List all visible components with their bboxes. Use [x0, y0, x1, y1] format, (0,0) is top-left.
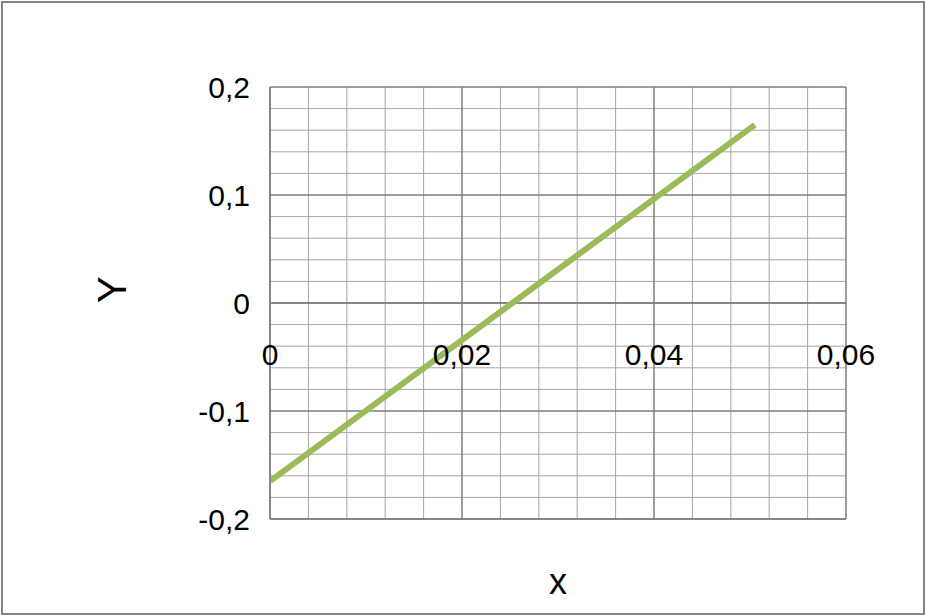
svg-text:x: x: [549, 561, 567, 602]
svg-text:-0,2: -0,2: [198, 503, 250, 536]
svg-text:0,02: 0,02: [433, 338, 491, 371]
svg-text:0: 0: [262, 338, 279, 371]
svg-text:0,1: 0,1: [208, 179, 250, 212]
svg-text:0,2: 0,2: [208, 71, 250, 104]
svg-text:0,04: 0,04: [625, 338, 683, 371]
svg-text:-0,1: -0,1: [198, 395, 250, 428]
svg-text:0: 0: [233, 287, 250, 320]
svg-text:0,06: 0,06: [817, 338, 875, 371]
svg-text:Y: Y: [90, 276, 134, 303]
